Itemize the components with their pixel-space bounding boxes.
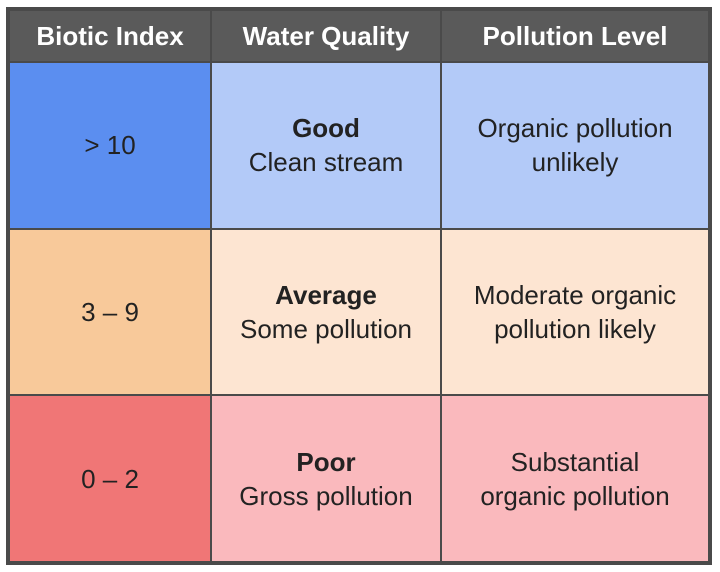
quality-name: Average (275, 279, 377, 310)
table-row-good: > 10 Good Clean stream Organic pollution… (8, 61, 710, 230)
pollution-line-2: pollution likely (494, 313, 656, 344)
pollution-level-cell: Organic pollution unlikely (440, 61, 710, 230)
pollution-line-1: Substantial (510, 446, 640, 477)
index-value: 0 – 2 (8, 394, 212, 563)
pollution-line-1: Organic pollution (477, 113, 673, 144)
water-quality-table: Biotic Index Water Quality Pollution Lev… (8, 9, 710, 563)
pollution-line-2: unlikely (531, 147, 619, 178)
quality-name: Good (292, 113, 360, 144)
quality-description: Gross pollution (239, 480, 413, 511)
header-row: Biotic Index Water Quality Pollution Lev… (8, 9, 710, 63)
index-value: > 10 (8, 61, 212, 230)
table-row-poor: 0 – 2 Poor Gross pollution Substantial o… (8, 394, 710, 563)
biotic-index-table: Biotic Index Water Quality Pollution Lev… (6, 7, 712, 565)
pollution-level-cell: Substantial organic pollution (440, 394, 710, 563)
header-pollution-level: Pollution Level (440, 9, 710, 63)
index-value: 3 – 9 (8, 227, 212, 397)
water-quality-cell: Average Some pollution (210, 227, 442, 397)
header-biotic-index: Biotic Index (8, 9, 212, 63)
quality-name: Poor (296, 446, 356, 477)
table-row-average: 3 – 9 Average Some pollution Moderate or… (8, 227, 710, 397)
water-quality-cell: Poor Gross pollution (210, 394, 442, 563)
header-water-quality: Water Quality (210, 9, 442, 63)
pollution-level-cell: Moderate organic pollution likely (440, 227, 710, 397)
water-quality-cell: Good Clean stream (210, 61, 442, 230)
quality-description: Some pollution (240, 313, 412, 344)
pollution-line-2: organic pollution (480, 480, 670, 511)
pollution-line-1: Moderate organic (473, 279, 677, 310)
quality-description: Clean stream (248, 147, 404, 178)
